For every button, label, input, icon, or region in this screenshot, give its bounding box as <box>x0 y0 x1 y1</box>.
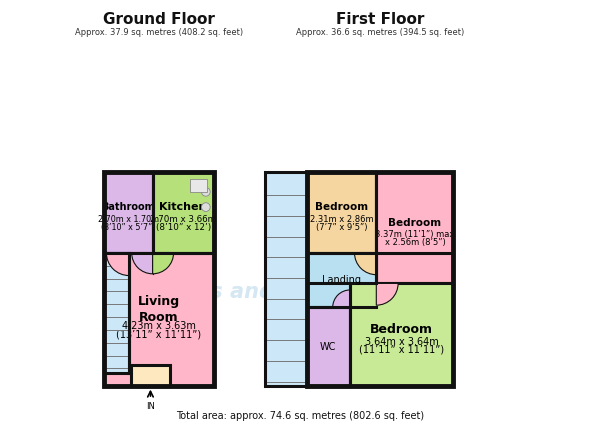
Text: WC: WC <box>320 342 337 351</box>
Text: 2.70m x 1.70m: 2.70m x 1.70m <box>98 215 159 224</box>
Text: Sales and Lettings: Sales and Lettings <box>160 282 379 302</box>
Bar <box>376 172 454 283</box>
Bar <box>104 253 214 386</box>
Text: Bedroom: Bedroom <box>388 218 442 228</box>
Text: Kitchen: Kitchen <box>160 202 207 212</box>
Text: 2.31m x 2.86m: 2.31m x 2.86m <box>310 215 373 224</box>
Text: 3.64m x 3.64m: 3.64m x 3.64m <box>365 337 439 347</box>
Bar <box>307 307 350 386</box>
Wedge shape <box>106 253 129 276</box>
Text: Bathroom: Bathroom <box>101 202 155 212</box>
Bar <box>152 172 214 253</box>
Circle shape <box>202 187 210 196</box>
Wedge shape <box>332 290 350 307</box>
Text: (8’10” x 12’): (8’10” x 12’) <box>155 223 211 232</box>
Bar <box>307 172 454 386</box>
Bar <box>307 172 376 253</box>
Text: Approx. 36.6 sq. metres (394.5 sq. feet): Approx. 36.6 sq. metres (394.5 sq. feet) <box>296 28 464 37</box>
Text: Approx. 37.9 sq. metres (408.2 sq. feet): Approx. 37.9 sq. metres (408.2 sq. feet) <box>74 28 243 37</box>
Text: Ground Floor: Ground Floor <box>103 12 215 27</box>
Text: Bedroom: Bedroom <box>370 323 433 336</box>
Text: Bedroom: Bedroom <box>315 202 368 212</box>
Text: x 2.56m (8’5”): x 2.56m (8’5”) <box>385 238 445 247</box>
Text: (8’10” x 5’7”): (8’10” x 5’7”) <box>101 223 155 232</box>
Bar <box>265 172 307 386</box>
Bar <box>190 179 207 192</box>
Bar <box>307 253 376 307</box>
Text: IN: IN <box>146 402 155 412</box>
Text: Living
Room: Living Room <box>137 295 180 324</box>
Wedge shape <box>355 253 376 275</box>
Text: (13’11” x 11’11”): (13’11” x 11’11”) <box>116 329 201 339</box>
Wedge shape <box>376 283 398 305</box>
Bar <box>104 253 129 373</box>
Bar <box>104 172 214 386</box>
Text: 2.70m x 3.66m: 2.70m x 3.66m <box>150 215 216 224</box>
Wedge shape <box>132 253 152 274</box>
Circle shape <box>202 203 210 211</box>
Wedge shape <box>152 253 173 274</box>
Bar <box>104 172 152 253</box>
Text: 3.37m (11’1”) max: 3.37m (11’1”) max <box>375 230 455 239</box>
Text: First Floor: First Floor <box>336 12 424 27</box>
Text: (7’7” x 9’5”): (7’7” x 9’5”) <box>316 223 367 232</box>
Bar <box>350 283 454 386</box>
Bar <box>131 365 170 386</box>
Text: Landing: Landing <box>322 275 361 285</box>
Text: Total area: approx. 74.6 sq. metres (802.6 sq. feet): Total area: approx. 74.6 sq. metres (802… <box>176 412 424 421</box>
Text: (11’11” x 11’11”): (11’11” x 11’11”) <box>359 344 445 354</box>
Text: 4.23m x 3.63m: 4.23m x 3.63m <box>122 321 196 331</box>
